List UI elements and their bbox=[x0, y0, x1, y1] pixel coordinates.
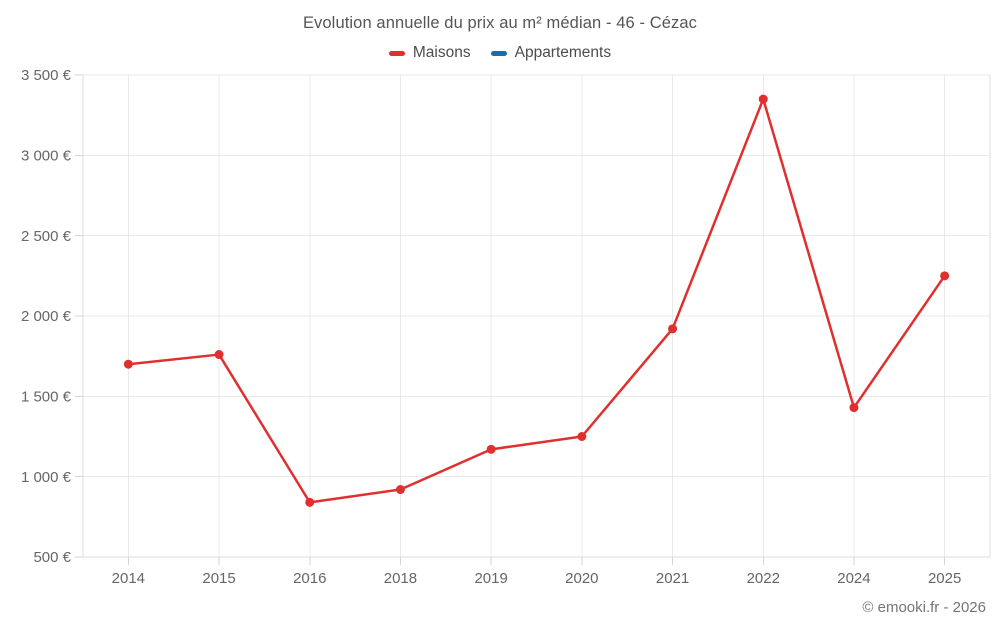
y-axis-label: 2 000 € bbox=[21, 308, 72, 325]
y-axis-label: 1 000 € bbox=[21, 469, 72, 486]
legend-label-appartements: Appartements bbox=[514, 44, 612, 61]
data-point[interactable] bbox=[395, 485, 405, 495]
data-point[interactable] bbox=[305, 497, 315, 507]
y-axis-label: 1 500 € bbox=[21, 388, 72, 405]
appartements-series-swatch-icon bbox=[490, 50, 507, 56]
data-point[interactable] bbox=[577, 432, 587, 441]
x-axis-label: 2020 bbox=[565, 570, 598, 587]
x-axis-label: 2019 bbox=[474, 570, 507, 587]
chart-title: Evolution annuelle du prix au m² médian … bbox=[302, 14, 698, 32]
data-point[interactable] bbox=[214, 350, 224, 360]
data-point[interactable] bbox=[123, 359, 133, 369]
x-axis-label: 2021 bbox=[656, 570, 689, 587]
data-point[interactable] bbox=[668, 324, 678, 334]
x-axis-label: 2015 bbox=[202, 570, 235, 587]
data-point[interactable] bbox=[849, 403, 859, 413]
x-axis-label: 2025 bbox=[928, 570, 961, 587]
x-axis-label: 2024 bbox=[837, 570, 870, 587]
legend: Maisons Appartements bbox=[0, 44, 1000, 62]
legend-item-appartements[interactable]: Appartements bbox=[490, 44, 612, 62]
x-axis-label: 2016 bbox=[293, 570, 326, 587]
y-axis-label: 500 € bbox=[33, 549, 71, 566]
y-axis-label: 2 500 € bbox=[21, 228, 72, 245]
y-axis-label: 3 500 € bbox=[21, 67, 72, 84]
series-line-maisons bbox=[127, 97, 946, 504]
x-axis-label: 2022 bbox=[747, 570, 780, 587]
legend-item-maisons[interactable]: Maisons bbox=[388, 44, 471, 62]
maisons-series-swatch-icon bbox=[388, 50, 405, 56]
data-point[interactable] bbox=[940, 271, 950, 281]
data-point[interactable] bbox=[758, 94, 768, 104]
x-axis-label: 2014 bbox=[112, 570, 145, 587]
data-point[interactable] bbox=[486, 444, 496, 454]
y-axis-label: 3 000 € bbox=[21, 147, 72, 164]
x-axis-label: 2018 bbox=[384, 570, 417, 587]
legend-label-maisons: Maisons bbox=[412, 44, 471, 61]
watermark: © emooki.fr - 2026 bbox=[862, 599, 986, 616]
